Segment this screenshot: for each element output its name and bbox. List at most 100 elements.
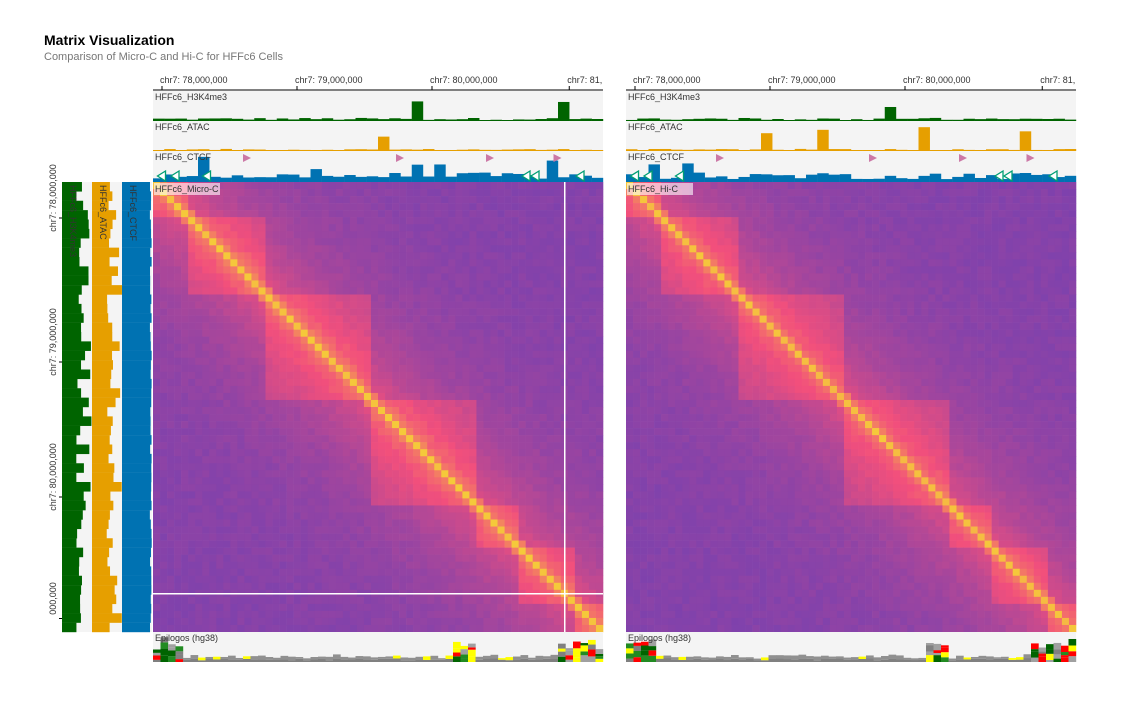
panel-1-atac-track-bar xyxy=(918,127,930,151)
panel-1-epilogos-track-label: Epilogos (hg38) xyxy=(628,633,691,643)
panel-0-ctcf-track-bar xyxy=(344,175,356,182)
panel-0-matrix[interactable] xyxy=(153,182,604,633)
panel-0-epilogos-track-bar xyxy=(475,656,484,660)
panel-1-epilogos-track-bar xyxy=(723,660,732,662)
panel-0-left-ctcf-track-bar xyxy=(122,322,150,333)
panel-1-atac-track-bar xyxy=(907,150,919,151)
panel-0-epilogos-track-bar xyxy=(595,658,604,662)
panel-0-h3k4me3-track-bar xyxy=(524,119,536,121)
panel-0-epilogos-track-bar xyxy=(460,645,469,650)
panel-0-ctcf-track-bar xyxy=(546,160,559,182)
panel-1-epilogos-track-bar xyxy=(1046,644,1054,650)
panel-0-epilogos-track-bar xyxy=(498,658,506,660)
panel-1-ctcf-track-bar xyxy=(1053,177,1065,182)
panel-0-h3k4me3-track-bar xyxy=(411,101,424,121)
panel-0-epilogos-track-bar xyxy=(205,656,214,660)
panel-1-h3k4me3-track-bar xyxy=(851,119,863,121)
panel-0-left-atac-track-bar xyxy=(92,228,111,239)
panel-1-epilogos-track-bar xyxy=(761,660,769,662)
panel-0-epilogos-track-bar xyxy=(468,649,476,657)
panel-0-epilogos-track-bar xyxy=(288,656,296,661)
panel-1-h3k4me3-track-bar xyxy=(783,120,795,121)
panel-0-atac-track-bar xyxy=(490,149,502,151)
panel-1-epilogos-track-bar xyxy=(978,655,987,659)
panel-0-epilogos-track-bar xyxy=(408,657,416,661)
panel-1-epilogos-track-bar xyxy=(731,658,739,662)
panel-1-epilogos-track-bar xyxy=(1068,638,1077,646)
panel-0-epilogos-track-bar xyxy=(430,655,439,660)
panel-1-epilogos-track-bar xyxy=(843,657,852,660)
panel-0-epilogos-track-bar xyxy=(558,648,566,652)
panel-0-left-h3k4me3-track-bar xyxy=(62,247,80,258)
panel-0-left-atac-track-bar xyxy=(92,444,113,455)
panel-1-h3k4me3-track-bar xyxy=(1008,119,1020,121)
panel-1-epilogos-track-bar xyxy=(1031,651,1039,658)
panel-0-epilogos-track-bar xyxy=(475,659,484,662)
panel-0-ctcf-track-bar xyxy=(299,177,311,182)
panel-0-ctcf-track-bar xyxy=(456,173,469,182)
panel-0-y-axis-tick-label: chr7: 78,000,000 xyxy=(48,164,58,232)
panel-1-ctcf-track-label: HFFc6_CTCF xyxy=(628,152,685,162)
panel-0-atac-track-bar xyxy=(344,149,356,151)
panel-0-epilogos-track-bar xyxy=(228,659,236,662)
panel-0-left-ctcf-track-bar xyxy=(122,557,151,567)
panel-1-epilogos-track-bar xyxy=(798,658,807,662)
panel-1-ctcf-track-bar xyxy=(772,175,784,182)
panel-1-atac-track-bar xyxy=(772,149,784,151)
panel-1-epilogos-track-bar xyxy=(716,658,724,662)
panel-0-epilogos-track-bar xyxy=(393,658,401,662)
panel-1-ctcf-track-bar xyxy=(851,178,863,182)
panel-1-epilogos-track-bar xyxy=(911,660,919,662)
panel-0-h3k4me3-track-bar xyxy=(546,118,559,121)
panel-1-atac-track-bar xyxy=(749,149,762,151)
ctcf-motif-reverse-icon xyxy=(1002,169,1013,183)
panel-0-epilogos-track-bar xyxy=(303,658,311,661)
panel-1-h3k4me3-track-bar xyxy=(716,118,728,121)
panel-0-h3k4me3-track-bar xyxy=(276,118,289,121)
panel-0-ctcf-track-bar xyxy=(153,178,165,182)
panel-1-epilogos-track-bar xyxy=(1023,658,1032,662)
panel-0-left-h3k4me3-track-bar xyxy=(62,200,84,211)
panel-1-h3k4me3-track-bar xyxy=(1053,118,1065,121)
panel-0-left-ctcf-track-bar xyxy=(122,182,150,192)
panel-0-h3k4me3-track-bar xyxy=(366,118,379,121)
panel-0-left-atac-track-bar xyxy=(92,613,122,623)
panel-0-h3k4me3-track-bar xyxy=(355,117,367,121)
panel-0-epilogos-track-bar xyxy=(565,655,574,660)
panel-1-ctcf-track-bar xyxy=(884,175,897,182)
ctcf-motif-forward-icon xyxy=(959,154,967,162)
panel-1-epilogos-track-bar xyxy=(776,655,784,659)
panel-1-epilogos-track-bar xyxy=(828,656,837,659)
panel-1-atac-track-bar xyxy=(783,150,795,151)
panel-1-ctcf-track-bar xyxy=(637,177,649,182)
panel-1-atac-track-bar xyxy=(671,149,683,151)
panel-0-left-h3k4me3-track-bar xyxy=(62,594,81,605)
panel-0-left-ctcf-track-bar xyxy=(122,219,151,230)
panel-1-epilogos-track-bar xyxy=(626,653,634,659)
panel-1-matrix[interactable] xyxy=(626,182,1077,633)
panel-1-epilogos-track-bar xyxy=(641,641,649,646)
panel-0-epilogos-track-bar xyxy=(400,657,409,661)
panel-1-epilogos-track-bar xyxy=(941,647,949,653)
panel-1-h3k4me3-track-background xyxy=(626,91,1076,121)
panel-1-h3k4me3-track-bar xyxy=(682,119,694,121)
panel-0-epilogos-track-bar xyxy=(168,647,176,651)
panel-0-epilogos-track-bar xyxy=(295,657,304,659)
panel-0-left-h3k4me3-track-label: HFFc6_H3K4me3 xyxy=(68,185,78,257)
panel-1-epilogos-track-bar xyxy=(888,654,897,659)
panel-0-ctcf-track-bar xyxy=(580,175,592,182)
panel-1-epilogos-track-bar xyxy=(776,658,784,662)
panel-0-left-atac-track-bar xyxy=(92,257,110,267)
panel-0-h3k4me3-track-bar xyxy=(175,118,187,121)
panel-0-epilogos-track-bar xyxy=(573,657,581,662)
ctcf-motif-forward-icon xyxy=(1026,154,1035,162)
panel-1-epilogos-track-bar xyxy=(1068,651,1077,657)
panel-0-ctcf-track-bar xyxy=(378,177,390,182)
panel-1-epilogos-track-bar xyxy=(648,646,657,651)
panel-0-left-ctcf-track-bar xyxy=(122,594,151,605)
panel-0-left-ctcf-track-bar xyxy=(122,547,151,558)
panel-0-ctcf-track-bar xyxy=(558,177,570,182)
panel-0-ctcf-track-bar xyxy=(591,177,604,182)
panel-1-atac-track-bar xyxy=(1042,149,1054,151)
